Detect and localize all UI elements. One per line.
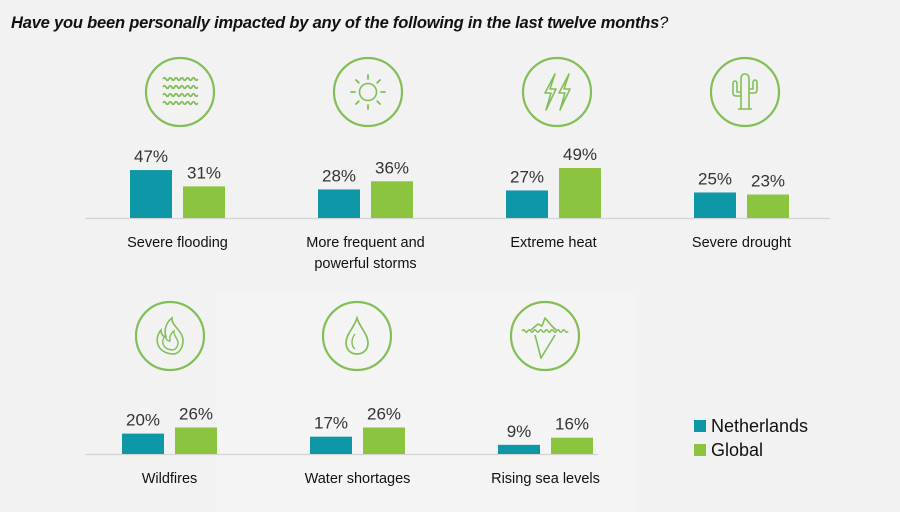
category-label-extreme-heat: Extreme heat <box>510 235 596 251</box>
bar-global-wildfires <box>175 427 217 454</box>
data-label-netherlands-extreme-heat: 27% <box>510 167 544 186</box>
data-label-netherlands-rising-sea-levels: 9% <box>507 422 532 441</box>
bar-netherlands-extreme-heat <box>506 190 548 218</box>
icon-ring <box>709 56 781 128</box>
icon-ring <box>321 300 393 372</box>
bar-netherlands-severe-drought <box>694 192 736 218</box>
data-label-global-water-shortages: 26% <box>367 404 401 423</box>
bar-netherlands-severe-flooding <box>130 170 172 218</box>
water-drop-icon <box>321 300 393 372</box>
bar-global-extreme-heat <box>559 168 601 218</box>
category-label-wildfires: Wildfires <box>142 471 198 487</box>
bar-global-more-frequent-and-powerful-storms <box>371 181 413 218</box>
legend-item-global: Global <box>694 438 808 462</box>
cactus-icon <box>709 56 781 128</box>
data-label-global-extreme-heat: 49% <box>563 145 597 164</box>
data-label-netherlands-severe-flooding: 47% <box>134 147 168 166</box>
lightning-icon <box>521 56 593 128</box>
category-group-water-shortages: 17% 26% Water shortages <box>305 300 411 487</box>
category-label-more-frequent-and-powerful-storms-line-1: More frequent and <box>306 235 425 251</box>
category-group-extreme-heat: 27% 49% Extreme heat <box>506 56 601 251</box>
waves-icon <box>144 56 216 128</box>
icon-ring <box>521 56 593 128</box>
flame-icon <box>134 300 206 372</box>
category-group-more-frequent-and-powerful-storms: 28% 36% More frequent and powerful storms <box>306 56 425 272</box>
data-label-global-rising-sea-levels: 16% <box>555 415 589 434</box>
icon-ring <box>332 56 404 128</box>
bar-global-severe-flooding <box>183 186 225 218</box>
title-question-mark: ? <box>659 14 669 32</box>
bar-netherlands-more-frequent-and-powerful-storms <box>318 189 360 218</box>
data-label-global-severe-flooding: 31% <box>187 163 221 182</box>
category-group-wildfires: 20% 26% Wildfires <box>122 300 217 487</box>
legend-swatch-netherlands <box>694 420 706 432</box>
data-label-netherlands-wildfires: 20% <box>126 411 160 430</box>
bar-netherlands-wildfires <box>122 433 164 454</box>
category-label-more-frequent-and-powerful-storms-line-2: powerful storms <box>314 256 416 272</box>
legend-label-netherlands: Netherlands <box>711 415 809 436</box>
chart-title: Have you been personally impacted by any… <box>11 14 668 33</box>
category-group-severe-flooding: 47% 31% Severe flooding <box>127 56 228 251</box>
legend: Netherlands Global <box>694 414 808 462</box>
data-label-netherlands-severe-drought: 25% <box>698 170 732 189</box>
data-label-global-severe-drought: 23% <box>751 172 785 191</box>
data-label-netherlands-more-frequent-and-powerful-storms: 28% <box>322 166 356 185</box>
legend-item-netherlands: Netherlands <box>694 414 808 438</box>
title-text: Have you been personally impacted by any… <box>11 14 660 32</box>
bar-global-water-shortages <box>363 427 405 454</box>
data-label-global-wildfires: 26% <box>179 404 213 423</box>
bar-global-rising-sea-levels <box>551 437 593 454</box>
bar-netherlands-rising-sea-levels <box>498 444 540 454</box>
category-label-severe-flooding: Severe flooding <box>127 235 228 251</box>
category-label-water-shortages: Water shortages <box>305 471 411 487</box>
bar-netherlands-water-shortages <box>310 436 352 454</box>
icon-ring <box>144 56 216 128</box>
category-label-rising-sea-levels: Rising sea levels <box>491 471 600 487</box>
data-label-global-more-frequent-and-powerful-storms: 36% <box>375 158 409 177</box>
category-label-severe-drought: Severe drought <box>692 235 791 251</box>
data-label-netherlands-water-shortages: 17% <box>314 414 348 433</box>
iceberg-icon <box>509 300 581 372</box>
bar-global-severe-drought <box>747 194 789 218</box>
icon-ring <box>134 300 206 372</box>
category-group-rising-sea-levels: 9% 16% Rising sea levels <box>491 300 600 487</box>
icon-ring <box>509 300 581 372</box>
legend-label-global: Global <box>711 439 764 460</box>
bottom-row-panel <box>215 293 635 512</box>
category-group-severe-drought: 25% 23% Severe drought <box>692 56 791 251</box>
sun-icon <box>332 56 404 128</box>
legend-swatch-global <box>694 444 706 456</box>
